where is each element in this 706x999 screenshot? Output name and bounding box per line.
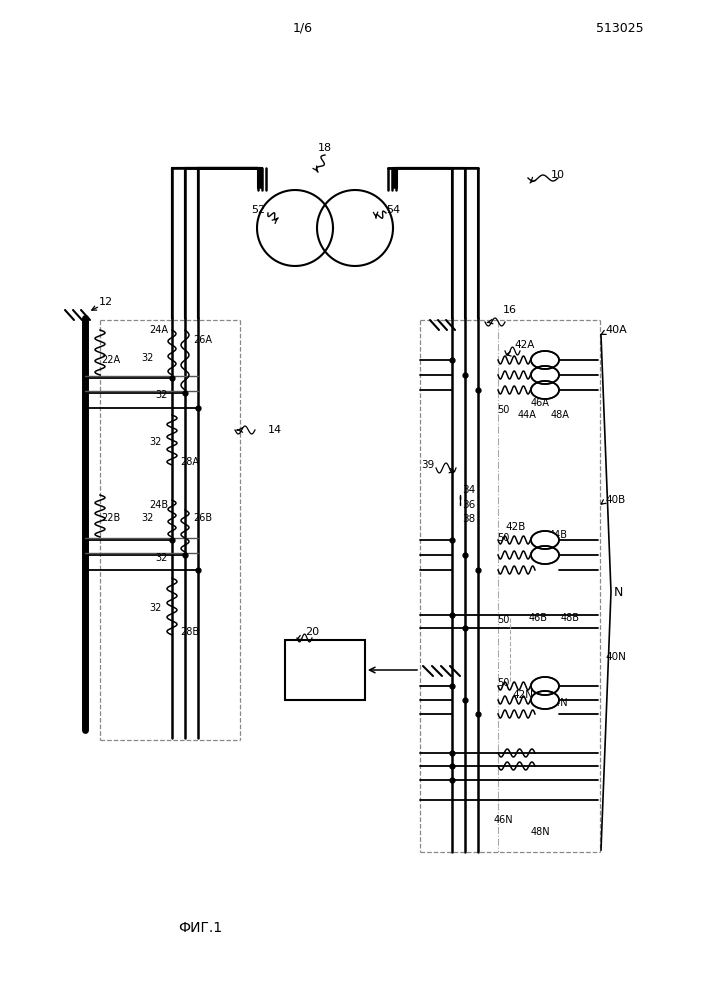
Text: 52: 52 bbox=[251, 205, 265, 215]
Polygon shape bbox=[531, 366, 559, 384]
Text: 26A: 26A bbox=[193, 335, 212, 345]
Text: 42N: 42N bbox=[513, 690, 534, 700]
Text: 42B: 42B bbox=[505, 522, 526, 532]
Text: 40N: 40N bbox=[605, 652, 626, 662]
Text: 18: 18 bbox=[318, 143, 332, 153]
Circle shape bbox=[257, 190, 333, 266]
Text: 26B: 26B bbox=[193, 513, 212, 523]
Circle shape bbox=[317, 190, 393, 266]
Text: 32: 32 bbox=[155, 390, 168, 400]
Text: 40A: 40A bbox=[605, 325, 627, 335]
Text: 14: 14 bbox=[268, 425, 282, 435]
Text: 50: 50 bbox=[497, 533, 509, 543]
Text: 38: 38 bbox=[462, 514, 475, 524]
Polygon shape bbox=[531, 677, 559, 695]
Text: 12: 12 bbox=[99, 297, 113, 307]
Text: 50: 50 bbox=[497, 615, 509, 625]
Polygon shape bbox=[531, 546, 559, 564]
Text: 48A: 48A bbox=[551, 410, 570, 420]
Text: 50: 50 bbox=[497, 678, 509, 688]
Polygon shape bbox=[531, 691, 559, 709]
Text: 44N: 44N bbox=[548, 698, 568, 708]
Text: ФИГ.1: ФИГ.1 bbox=[178, 921, 222, 935]
Text: 16: 16 bbox=[503, 305, 517, 315]
Text: 32: 32 bbox=[140, 513, 153, 523]
Text: 32: 32 bbox=[155, 553, 168, 563]
Text: 22A: 22A bbox=[101, 355, 120, 365]
Text: N: N bbox=[614, 585, 623, 598]
Text: 48N: 48N bbox=[530, 827, 550, 837]
Text: 24A: 24A bbox=[149, 325, 168, 335]
Text: 28B: 28B bbox=[180, 627, 199, 637]
Text: 28A: 28A bbox=[180, 457, 199, 467]
Text: 46N: 46N bbox=[493, 815, 513, 825]
Text: 42A: 42A bbox=[515, 340, 535, 350]
Text: 513025: 513025 bbox=[596, 22, 644, 35]
Text: 44B: 44B bbox=[549, 530, 568, 540]
Text: 32: 32 bbox=[149, 437, 161, 447]
Text: 40B: 40B bbox=[605, 495, 626, 505]
Text: 39: 39 bbox=[421, 460, 435, 470]
Bar bbox=[285, 640, 365, 700]
Text: 54: 54 bbox=[386, 205, 400, 215]
Text: 22B: 22B bbox=[101, 513, 120, 523]
Text: 24B: 24B bbox=[149, 500, 168, 510]
Text: 34: 34 bbox=[462, 485, 475, 495]
Polygon shape bbox=[531, 381, 559, 399]
Text: 1/6: 1/6 bbox=[293, 22, 313, 35]
Text: 46B: 46B bbox=[529, 613, 547, 623]
Text: 20: 20 bbox=[305, 627, 319, 637]
Text: 10: 10 bbox=[551, 170, 565, 180]
Text: 36: 36 bbox=[462, 500, 475, 510]
Text: 32: 32 bbox=[140, 353, 153, 363]
Polygon shape bbox=[531, 531, 559, 549]
Polygon shape bbox=[531, 351, 559, 369]
Text: 46A: 46A bbox=[531, 398, 549, 408]
Text: 50: 50 bbox=[497, 405, 509, 415]
Text: 48B: 48B bbox=[561, 613, 580, 623]
Text: 44A: 44A bbox=[517, 410, 537, 420]
Text: 32: 32 bbox=[149, 603, 161, 613]
